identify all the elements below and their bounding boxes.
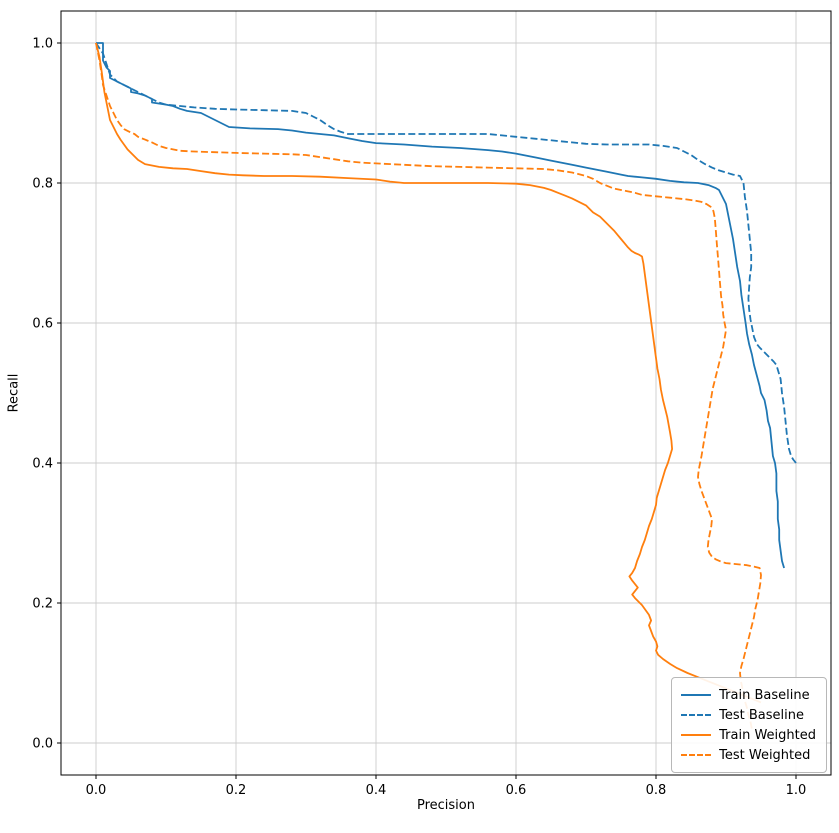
- y-tick-label: 0.8: [32, 177, 53, 192]
- legend-line-sample: [681, 734, 712, 736]
- legend-label: Test Weighted: [719, 747, 811, 763]
- legend-label: Test Baseline: [719, 707, 804, 723]
- curve-test-weighted: [95, 42, 762, 730]
- y-axis-label: Recall: [6, 373, 22, 413]
- curve-train-baseline: [96, 42, 785, 569]
- tick-labels: 0.0 0.2 0.4 0.6 0.8 1.0 0.0 0.2 0.4 0.6 0.8 1.0: [32, 37, 806, 799]
- legend-item-test-baseline: Test Baseline: [681, 705, 816, 725]
- tick-marks: [57, 42, 797, 779]
- y-tick-label: 0.4: [32, 457, 53, 472]
- x-tick-label: 0.4: [366, 783, 387, 798]
- legend: Train Baseline Test Baseline Train Weigh…: [671, 677, 827, 773]
- legend-line-sample: [681, 754, 712, 756]
- legend-label: Train Baseline: [719, 687, 810, 703]
- grid: [61, 11, 831, 775]
- y-tick-label: 0.2: [32, 597, 53, 612]
- y-tick-label: 0.6: [32, 317, 53, 332]
- legend-item-train-baseline: Train Baseline: [681, 685, 816, 705]
- legend-line-sample: [681, 694, 712, 696]
- curves: [95, 42, 797, 730]
- x-tick-label: 0.2: [226, 783, 247, 798]
- curve-test-baseline: [95, 42, 797, 464]
- legend-item-test-weighted: Test Weighted: [681, 745, 816, 765]
- legend-label: Train Weighted: [719, 727, 816, 743]
- y-tick-label: 0.0: [32, 737, 53, 752]
- y-tick-label: 1.0: [32, 37, 53, 52]
- x-axis-label: Precision: [416, 798, 475, 813]
- axes-spines: [60, 10, 832, 776]
- legend-item-train-weighted: Train Weighted: [681, 725, 816, 745]
- x-tick-label: 1.0: [786, 783, 807, 798]
- x-tick-label: 0.8: [646, 783, 667, 798]
- legend-line-sample: [681, 714, 712, 716]
- curve-train-weighted: [95, 42, 762, 704]
- x-tick-label: 0.0: [86, 783, 107, 798]
- x-tick-label: 0.6: [506, 783, 527, 798]
